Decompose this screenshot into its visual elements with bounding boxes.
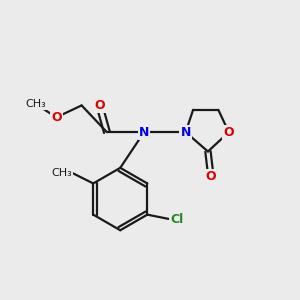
Text: N: N <box>139 126 149 139</box>
Text: CH₃: CH₃ <box>52 168 72 178</box>
Text: N: N <box>181 126 191 139</box>
Text: O: O <box>206 170 216 183</box>
Text: Cl: Cl <box>170 213 184 226</box>
Text: O: O <box>51 111 62 124</box>
Text: O: O <box>224 126 234 139</box>
Text: O: O <box>94 99 105 112</box>
Text: CH₃: CH₃ <box>25 99 46 109</box>
